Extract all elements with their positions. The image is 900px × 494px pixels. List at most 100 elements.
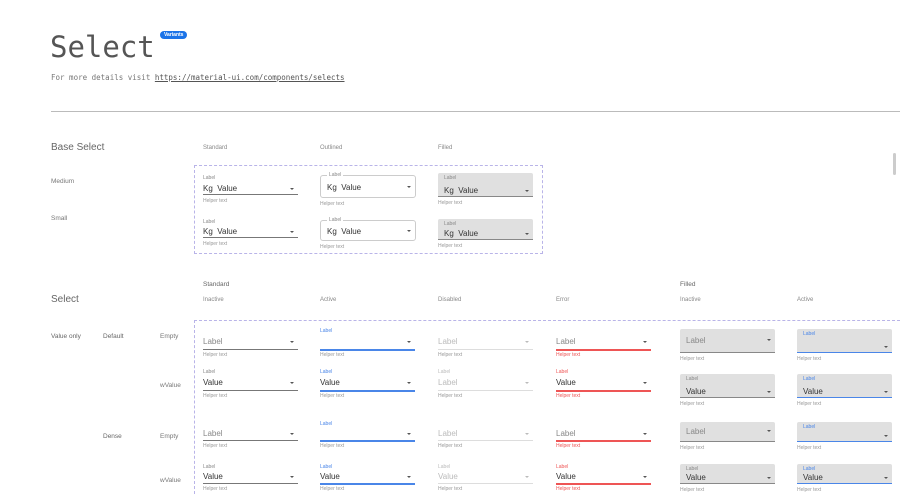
field-value: Value (803, 387, 823, 396)
helper-text: Helper text (203, 393, 228, 399)
helper-text: Helper text (797, 401, 822, 407)
helper-text: Helper text (680, 487, 705, 493)
underline (556, 349, 651, 351)
field-value: Value (556, 378, 576, 387)
helper-text: Helper text (320, 393, 345, 399)
field-value: Kg Value (444, 186, 478, 195)
dropdown-arrow-icon (525, 476, 529, 478)
dropdown-arrow-icon (407, 341, 411, 343)
field-value: Kg Value (327, 183, 361, 192)
dropdown-arrow-icon (525, 190, 529, 192)
scrollbar[interactable] (893, 153, 896, 175)
underline (203, 194, 298, 195)
placeholder: Label (438, 429, 458, 438)
helper-text: Helper text (203, 198, 228, 204)
select-heading: Select (51, 294, 79, 305)
filled-box: Label (797, 329, 892, 353)
field-label: Label (203, 175, 216, 181)
field-label: Label (803, 424, 816, 430)
prefix: Kg (327, 227, 337, 236)
field-label: Label (686, 376, 699, 382)
dropdown-arrow-icon (884, 391, 888, 393)
field-value: Kg Value (444, 229, 478, 238)
field-label: Label (327, 217, 344, 223)
divider (51, 111, 900, 112)
outline-box: Label Kg Value (320, 217, 416, 241)
group-filled: Filled (680, 281, 696, 288)
helper-text: Helper text (438, 200, 463, 206)
docs-link[interactable]: https://material-ui.com/components/selec… (154, 73, 345, 82)
underline (320, 349, 415, 351)
underline (320, 390, 415, 392)
filled-box: Label Value (797, 374, 892, 398)
field-label: Label (203, 369, 216, 375)
dropdown-arrow-icon (643, 476, 647, 478)
helper-text: Helper text (556, 486, 581, 492)
helper-text: Helper text (797, 356, 822, 362)
field-value: Kg Value (203, 227, 237, 236)
field-label: Label (803, 331, 816, 337)
filled-box: Label Value (680, 374, 775, 398)
field-label: Label (556, 464, 569, 470)
field-label: Label (438, 369, 451, 375)
placeholder: Label (686, 336, 706, 345)
helper-text: Helper text (438, 243, 463, 249)
dropdown-arrow-icon (290, 231, 294, 233)
helper-text: Helper text (203, 443, 228, 449)
outline-box: Label Kg Value (320, 172, 416, 198)
helper-text: Helper text (797, 487, 822, 493)
field-value: Kg Value (203, 184, 237, 193)
dropdown-arrow-icon (290, 341, 294, 343)
row-dense: Dense (103, 433, 122, 440)
row-small: Small (51, 215, 68, 222)
dropdown-arrow-icon (407, 229, 411, 232)
underline (556, 483, 651, 485)
filled-box: Label (680, 422, 775, 442)
filled-box: Label Value (680, 464, 775, 484)
helper-text: Helper text (320, 352, 345, 358)
field-value: Value (203, 378, 223, 387)
filled-box: Label (797, 422, 892, 442)
field-value: Value (556, 472, 576, 481)
helper-text: Helper text (680, 356, 705, 362)
helper-text: Helper text (203, 352, 228, 358)
prefix: Kg (444, 229, 454, 238)
helper-text: Helper text (438, 486, 463, 492)
field-label: Label (444, 221, 457, 227)
prefix: Kg (327, 183, 337, 192)
col-error: Error (556, 297, 570, 303)
underline (320, 440, 415, 442)
dropdown-arrow-icon (884, 346, 888, 348)
dropdown-arrow-icon (407, 185, 411, 188)
helper-text: Helper text (320, 244, 345, 250)
dropdown-arrow-icon (525, 433, 529, 435)
variants-badge: Variants (160, 31, 188, 39)
dropdown-arrow-icon (290, 188, 294, 190)
dropdown-arrow-icon (884, 435, 888, 437)
filled-box: Label (680, 329, 775, 353)
col-inactive: Inactive (680, 297, 701, 303)
filled-box: Label Kg Value (438, 173, 533, 197)
field-label: Label (556, 369, 569, 375)
underline (438, 483, 533, 484)
helper-text: Helper text (556, 352, 581, 358)
helper-text: Helper text (680, 401, 705, 407)
base-select-heading: Base Select (51, 142, 105, 153)
field-value: Value (320, 378, 340, 387)
row-empty: Empty (160, 433, 179, 440)
helper-text: Helper text (556, 393, 581, 399)
page-title: Select (50, 30, 155, 64)
helper-text: Helper text (438, 443, 463, 449)
filled-box: Label Kg Value (438, 219, 533, 240)
field-label: Label (803, 466, 816, 472)
row-value-only: Value only (51, 333, 81, 340)
dropdown-arrow-icon (767, 477, 771, 479)
underline (320, 483, 415, 485)
helper-text: Helper text (680, 445, 705, 451)
underline (438, 349, 533, 350)
prefix: Kg (203, 184, 213, 193)
dropdown-arrow-icon (407, 476, 411, 478)
value: Value (458, 186, 479, 195)
dropdown-arrow-icon (407, 433, 411, 435)
helper-text: Helper text (556, 443, 581, 449)
